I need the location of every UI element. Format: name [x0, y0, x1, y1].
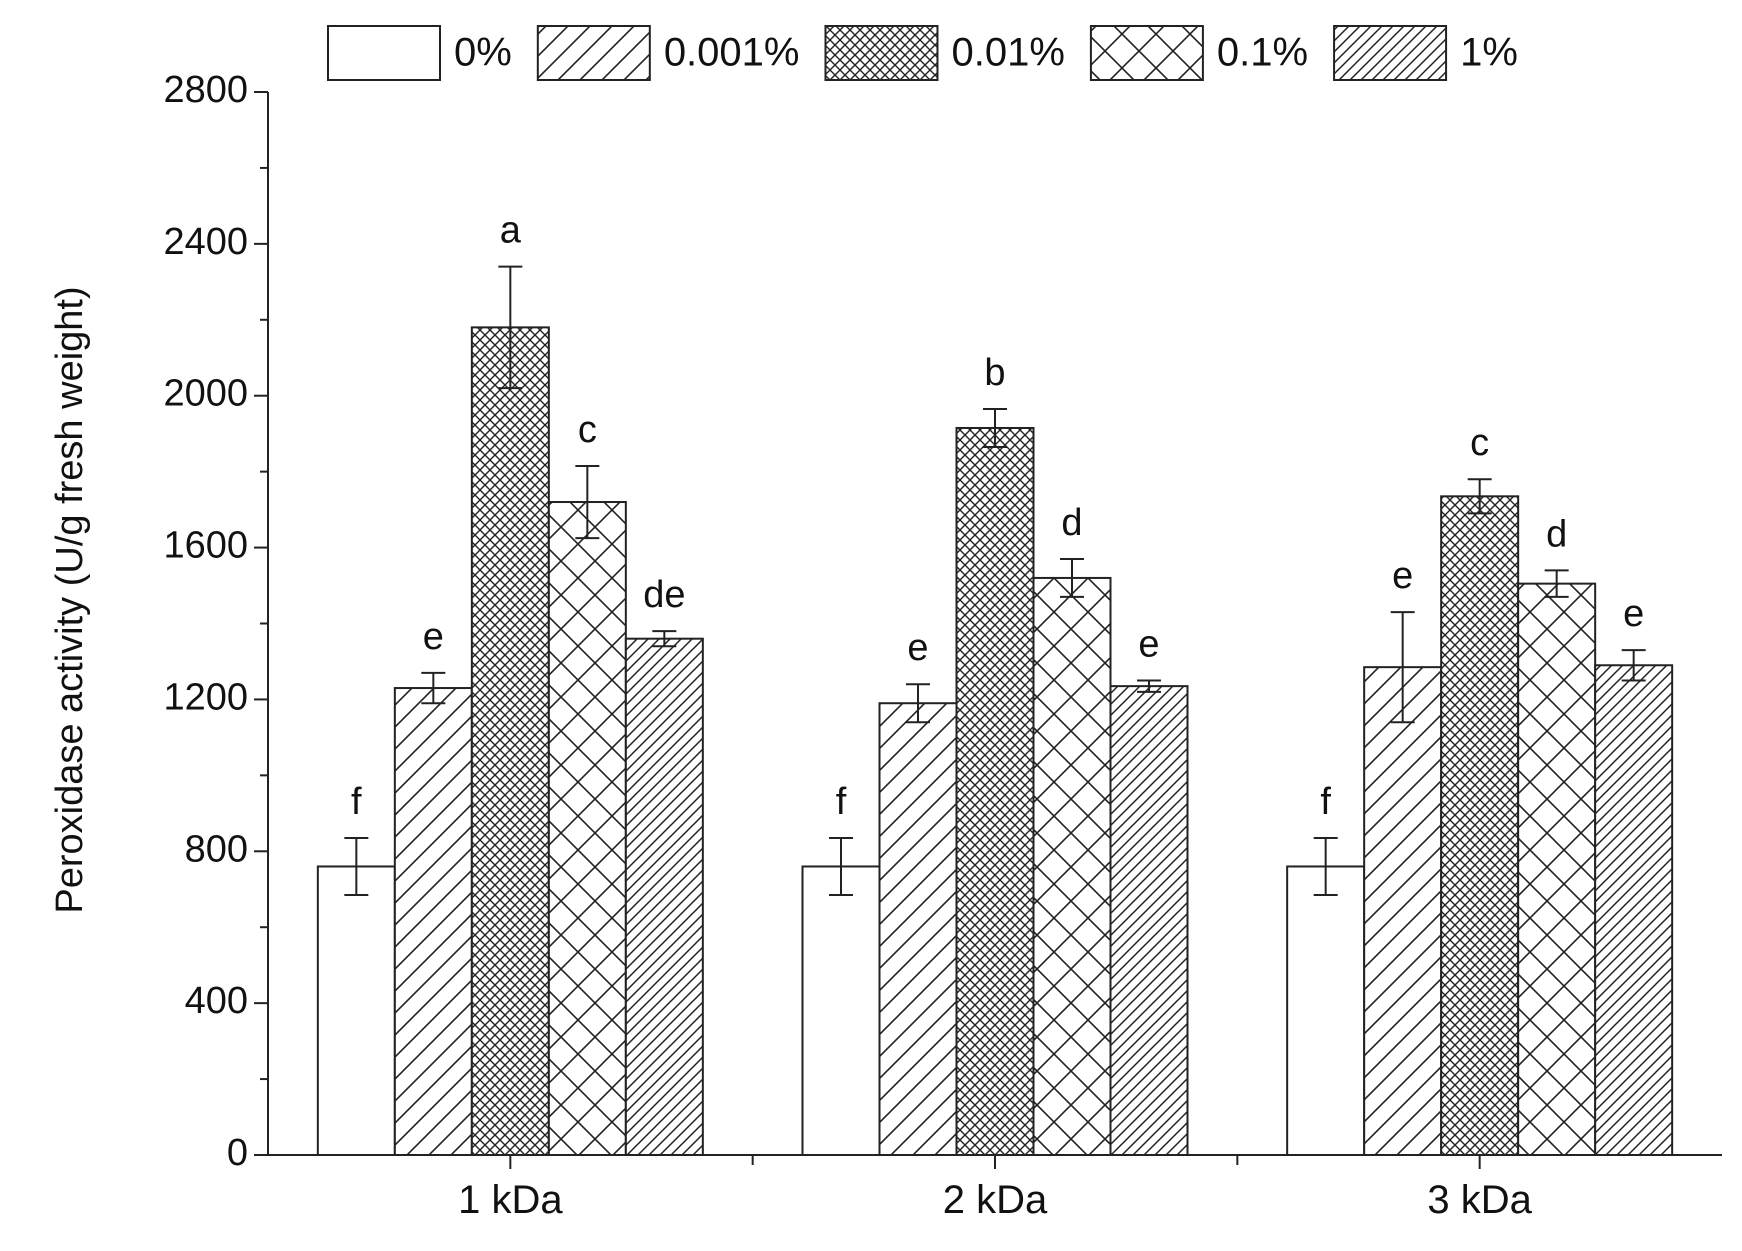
significance-labels: f f f e e e a b c c d d de e e — [351, 210, 1644, 823]
bar — [316, 865, 396, 1156]
significance-letter: e — [1138, 623, 1159, 665]
legend-swatch — [536, 25, 651, 81]
significance-letter: a — [500, 210, 522, 252]
significance-letter: d — [1546, 513, 1567, 555]
legend-label: 0.001% — [664, 31, 800, 75]
y-tick-label: 800 — [185, 828, 248, 870]
legend-label: 1% — [1460, 31, 1518, 75]
legend-label: 0.1% — [1217, 31, 1308, 75]
significance-letter: c — [1470, 422, 1489, 464]
bar — [1286, 865, 1366, 1156]
bar — [1363, 666, 1443, 1156]
x-category-label: 2 kDa — [943, 1178, 1048, 1222]
bars — [316, 265, 1674, 1157]
legend-swatch — [1089, 25, 1204, 81]
bar — [1594, 664, 1674, 1157]
significance-letter: e — [1623, 593, 1644, 635]
bar — [878, 702, 958, 1156]
bar — [1440, 495, 1520, 1156]
significance-letter: c — [578, 409, 597, 451]
y-axis-title: Peroxidase activity (U/g fresh weight) — [49, 286, 91, 913]
significance-letter: b — [984, 352, 1005, 394]
y-tick-label: 1600 — [163, 525, 248, 567]
bar — [624, 637, 704, 1156]
y-tick-label: 2800 — [163, 69, 248, 111]
y-tick-label: 1200 — [163, 676, 248, 718]
y-tick-label: 2400 — [163, 221, 248, 263]
bar — [1109, 685, 1189, 1156]
legend-swatch — [824, 25, 939, 81]
legend-label: 0.01% — [951, 31, 1064, 75]
significance-letter: f — [351, 781, 362, 823]
significance-letter: f — [836, 781, 847, 823]
y-tick-label: 0 — [227, 1132, 248, 1174]
bar — [801, 865, 881, 1156]
bar — [1032, 576, 1112, 1156]
bar — [547, 501, 627, 1156]
bar — [1517, 582, 1597, 1156]
x-category-label: 1 kDa — [458, 1178, 563, 1222]
y-tick-label: 2000 — [163, 373, 248, 415]
legend-label: 0% — [454, 31, 512, 75]
significance-letter: e — [423, 616, 444, 658]
bar — [470, 326, 550, 1156]
bar — [393, 687, 473, 1157]
significance-letter: d — [1061, 502, 1082, 544]
bar — [955, 426, 1035, 1156]
y-tick-label: 400 — [185, 980, 248, 1022]
significance-letter: e — [907, 627, 928, 669]
x-category-label: 3 kDa — [1427, 1178, 1532, 1222]
legend-swatch — [327, 25, 441, 81]
significance-letter: f — [1320, 781, 1331, 823]
significance-letter: de — [643, 574, 685, 616]
legend-swatch — [1333, 25, 1448, 81]
significance-letter: e — [1392, 555, 1413, 597]
legend: 0% 0.001% 0.01% 0.1% 1% — [327, 25, 1518, 81]
